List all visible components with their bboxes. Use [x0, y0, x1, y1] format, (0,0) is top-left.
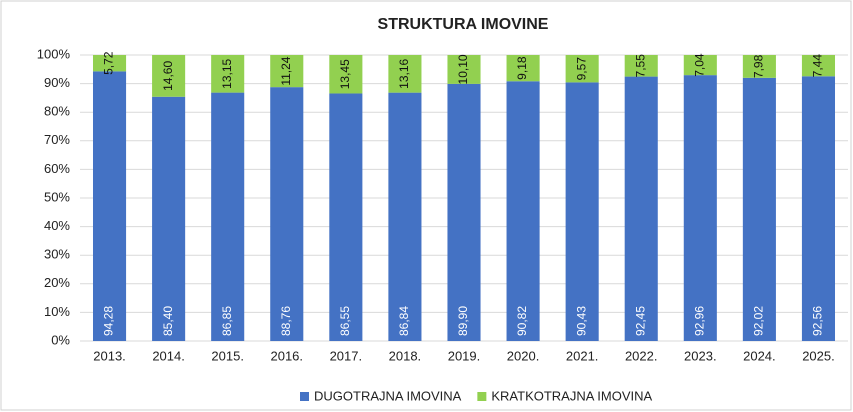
data-label: 7,55: [633, 54, 647, 78]
bar-segment: [270, 87, 304, 342]
y-tick-label: 40%: [44, 218, 70, 233]
x-tick-label: 2019.: [448, 348, 481, 363]
bar-segment: [506, 81, 540, 342]
chart-title: STRUKTURA IMOVINE: [378, 16, 549, 33]
bar-segment: [270, 55, 304, 88]
y-tick-label: 50%: [44, 189, 70, 204]
data-label: 13,45: [338, 59, 352, 89]
data-label: 94,28: [102, 306, 116, 336]
bar-segment: [152, 96, 186, 341]
data-label: 90,43: [574, 306, 588, 336]
y-tick-label: 30%: [44, 247, 70, 262]
x-tick-label: 2021.: [566, 348, 599, 363]
data-label: 92,02: [752, 306, 766, 336]
x-tick-label: 2020.: [507, 348, 540, 363]
bar-segment: [329, 55, 363, 94]
x-tick-label: 2015.: [211, 348, 244, 363]
bar-segment: [801, 55, 836, 77]
y-tick-label: 90%: [44, 75, 70, 90]
bar-segment: [565, 82, 599, 341]
data-label: 88,76: [279, 306, 293, 336]
y-tick-label: 0%: [51, 332, 70, 347]
bar-segment: [624, 55, 658, 77]
bar-segment: [683, 55, 717, 76]
y-tick-label: 10%: [44, 304, 70, 319]
x-tick-label: 2014.: [152, 348, 185, 363]
legend-label: KRATKOTRAJNA IMOVINA: [491, 388, 652, 403]
data-label: 7,44: [811, 54, 825, 78]
x-tick-label: 2018.: [389, 348, 422, 363]
data-label: 13,15: [220, 58, 234, 88]
data-label: 92,56: [811, 306, 825, 336]
bar-segment: [152, 55, 186, 97]
bar-segment: [329, 93, 363, 341]
x-tick-label: 2017.: [330, 348, 363, 363]
data-label: 86,55: [338, 306, 352, 336]
y-tick-label: 100%: [37, 46, 71, 61]
x-tick-label: 2016.: [270, 348, 303, 363]
bar-segment: [683, 75, 717, 341]
data-label: 13,16: [397, 58, 411, 88]
bar-segment: [388, 92, 422, 341]
y-tick-label: 80%: [44, 104, 70, 119]
legend-swatch: [477, 392, 487, 401]
bar-segment: [801, 76, 836, 342]
data-label: 9,18: [515, 56, 529, 80]
data-label: 7,04: [692, 53, 706, 77]
data-label: 92,45: [633, 306, 647, 336]
bar-segment: [211, 92, 245, 341]
x-tick-label: 2022.: [625, 348, 658, 363]
data-label: 90,82: [515, 306, 529, 336]
bar-segment: [447, 83, 481, 342]
data-label: 7,98: [752, 54, 766, 78]
data-label: 92,96: [692, 306, 706, 336]
data-label: 89,90: [456, 306, 470, 336]
bar-segment: [92, 55, 127, 72]
bar-segment: [742, 55, 776, 78]
data-label: 85,40: [161, 306, 175, 336]
bar-segment: [388, 55, 422, 93]
bar-segment: [447, 55, 481, 84]
bar-segment: [742, 77, 776, 341]
data-label: 5,72: [102, 51, 116, 75]
x-tick-label: 2023.: [684, 348, 717, 363]
y-tick-label: 20%: [44, 275, 70, 290]
x-tick-label: 2013.: [93, 348, 126, 363]
data-label: 86,85: [220, 306, 234, 336]
data-label: 10,10: [456, 54, 470, 84]
data-label: 11,24: [279, 56, 293, 85]
y-tick-label: 60%: [44, 161, 70, 176]
bar-segment: [565, 55, 599, 83]
bar-segment: [624, 76, 658, 341]
data-label: 86,84: [397, 306, 411, 336]
data-label: 9,57: [574, 57, 588, 81]
legend-label: DUGOTRAJNA IMOVINA: [314, 388, 462, 403]
bar-segment: [92, 71, 127, 342]
bar-segment: [211, 55, 245, 93]
data-label: 14,60: [161, 61, 175, 91]
y-tick-label: 70%: [44, 132, 70, 147]
bar-segment: [506, 55, 540, 82]
legend-swatch: [300, 392, 309, 401]
x-tick-label: 2024.: [743, 348, 776, 363]
x-tick-label: 2025.: [802, 348, 835, 363]
